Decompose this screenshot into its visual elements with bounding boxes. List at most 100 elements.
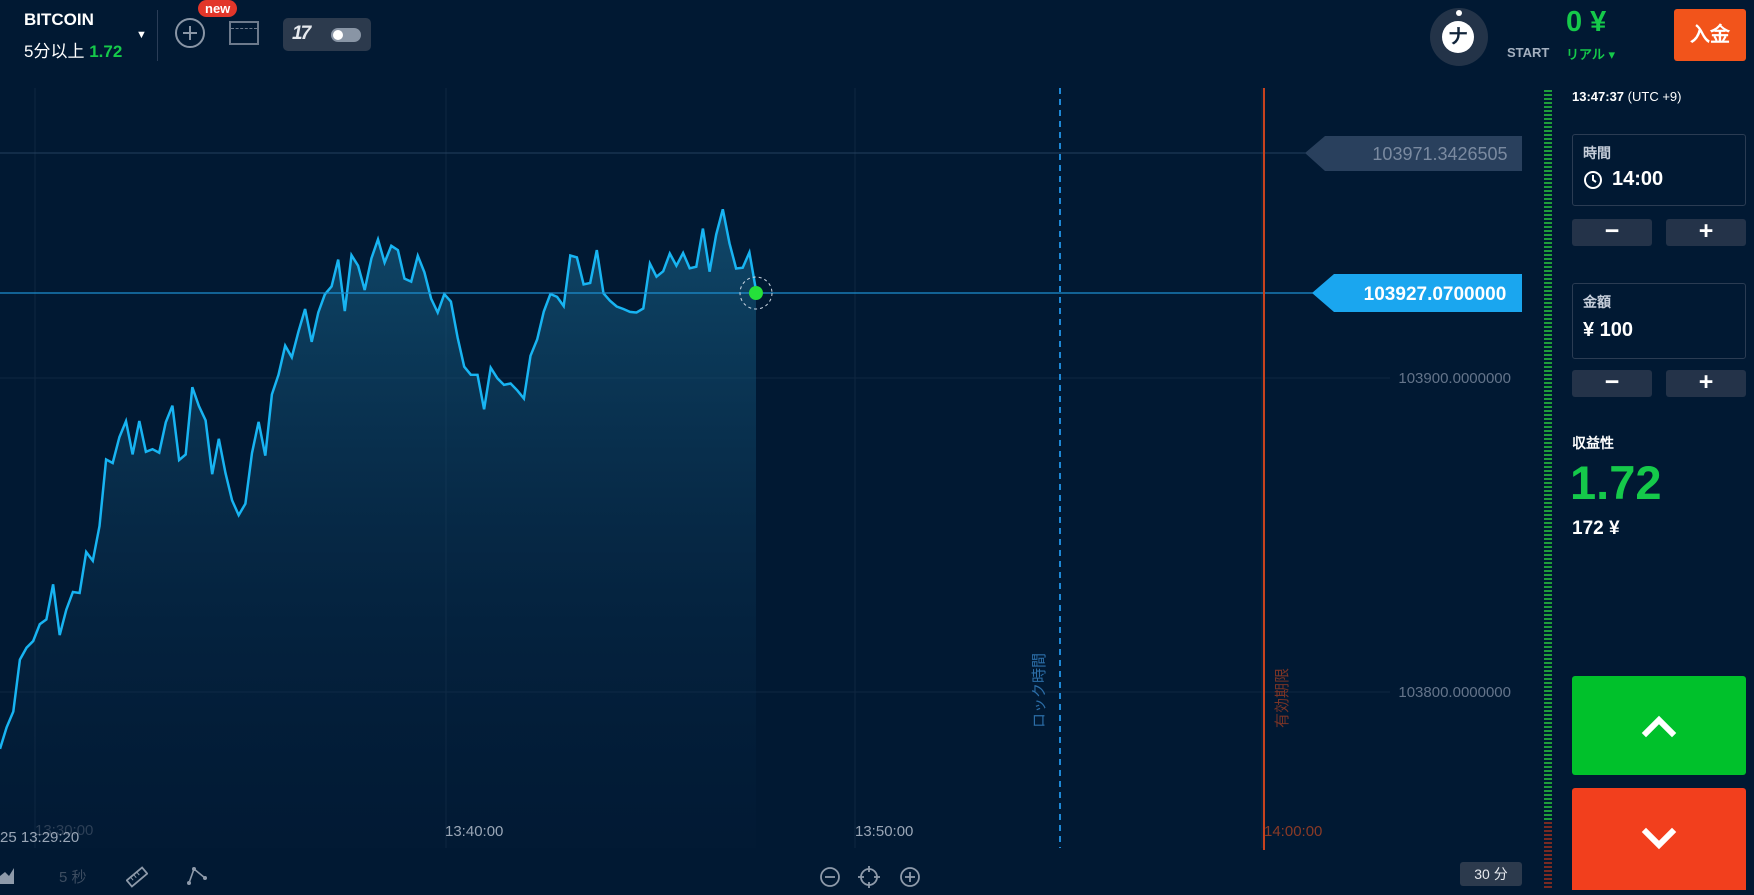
level-bar-tick <box>1544 382 1552 384</box>
level-bar-tick <box>1544 182 1552 184</box>
level-bar-tick <box>1544 726 1552 728</box>
level-bar-tick <box>1544 766 1552 768</box>
level-bar-tick <box>1544 662 1552 664</box>
level-bar-tick <box>1544 186 1552 188</box>
level-bar-tick <box>1544 474 1552 476</box>
deposit-button[interactable]: 入金 <box>1674 9 1746 61</box>
level-bar-tick <box>1544 550 1552 552</box>
recenter-icon[interactable] <box>858 866 880 893</box>
level-bar-tick <box>1544 842 1552 844</box>
amount-field[interactable]: 金額 ¥ 100 <box>1572 283 1746 359</box>
level-bar-tick <box>1544 570 1552 572</box>
level-bar-tick <box>1544 98 1552 100</box>
level-bar-tick <box>1544 290 1552 292</box>
level-bar-tick <box>1544 574 1552 576</box>
zoom-out-icon[interactable] <box>819 866 841 893</box>
level-bar-tick <box>1544 402 1552 404</box>
chevron-down-icon <box>1641 827 1677 850</box>
tradingview-toggle[interactable]: 17 <box>283 18 371 51</box>
level-bar-tick <box>1544 686 1552 688</box>
time-increase-button[interactable]: + <box>1666 219 1746 246</box>
level-bar-tick <box>1544 470 1552 472</box>
amount-increase-button[interactable]: + <box>1666 370 1746 397</box>
level-bar-tick <box>1544 790 1552 792</box>
time-label-3: 13:50:00 <box>855 823 913 840</box>
amount-label: 金額 <box>1583 294 1611 310</box>
level-bar-tick <box>1544 614 1552 616</box>
level-bar-tick <box>1544 134 1552 136</box>
asset-dropdown-icon[interactable]: ▼ <box>136 29 147 41</box>
level-bar-tick <box>1544 858 1552 860</box>
level-bar-tick <box>1544 258 1552 260</box>
level-bar-tick <box>1544 366 1552 368</box>
asset-condition[interactable]: 5分以上 1.72 <box>24 37 122 62</box>
level-bar-tick <box>1544 118 1552 120</box>
asset-name[interactable]: BITCOIN <box>24 10 94 29</box>
layout-icon[interactable] <box>229 21 259 45</box>
level-bar-tick <box>1544 322 1552 324</box>
level-bar-tick <box>1544 466 1552 468</box>
level-bar-tick <box>1544 802 1552 804</box>
add-asset-button[interactable] <box>175 18 205 48</box>
level-bar-tick <box>1544 534 1552 536</box>
level-bar-tick <box>1544 482 1552 484</box>
level-bar-tick <box>1544 282 1552 284</box>
toggle-switch[interactable] <box>331 28 361 42</box>
expiry-label: 有効期限 <box>1274 668 1291 728</box>
level-bar-tick <box>1544 214 1552 216</box>
level-bar-tick <box>1544 338 1552 340</box>
level-bar-tick <box>1544 510 1552 512</box>
level-bar-tick <box>1544 106 1552 108</box>
price-chart[interactable]: ロック時間 有効期限 103971.3426505 103927.0700000… <box>0 88 1522 858</box>
level-bar-tick <box>1544 302 1552 304</box>
level-bar-tick <box>1544 194 1552 196</box>
level-bar-tick <box>1544 718 1552 720</box>
expiry-time-value: 14:00 <box>1612 168 1664 190</box>
level-bar-tick <box>1544 222 1552 224</box>
level-bar-tick <box>1544 130 1552 132</box>
level-bar-tick <box>1544 398 1552 400</box>
signal-level-bar <box>1544 90 1552 888</box>
drawing-tools-icon[interactable] <box>186 864 208 891</box>
level-bar-tick <box>1544 750 1552 752</box>
amount-value[interactable]: ¥ 100 <box>1583 319 1634 341</box>
level-bar-tick <box>1544 410 1552 412</box>
current-price-tag <box>1312 274 1522 312</box>
level-bar-tick <box>1544 454 1552 456</box>
time-decrease-button[interactable]: − <box>1572 219 1652 246</box>
timeframe-button[interactable]: 30 分 <box>1460 862 1522 886</box>
balance-value: 0 ¥ <box>1566 6 1607 38</box>
chart-type-icon[interactable] <box>0 866 14 888</box>
level-bar-tick <box>1544 526 1552 528</box>
level-bar-tick <box>1544 578 1552 580</box>
user-avatar[interactable]: ナ <box>1430 8 1488 66</box>
call-up-button[interactable] <box>1572 676 1746 775</box>
level-bar-tick <box>1544 298 1552 300</box>
level-bar-tick <box>1544 618 1552 620</box>
new-badge: new <box>198 0 238 17</box>
level-bar-tick <box>1544 142 1552 144</box>
level-bar-tick <box>1544 754 1552 756</box>
level-bar-tick <box>1544 506 1552 508</box>
level-bar-tick <box>1544 406 1552 408</box>
level-bar-tick <box>1544 782 1552 784</box>
level-bar-tick <box>1544 586 1552 588</box>
interval-selector[interactable]: 5 秒 <box>59 869 87 886</box>
level-bar-tick <box>1544 642 1552 644</box>
expiry-time-field[interactable]: 時間 14:00 <box>1572 134 1746 206</box>
level-bar-tick <box>1544 270 1552 272</box>
level-bar-tick <box>1544 722 1552 724</box>
chevron-up-icon <box>1641 715 1677 738</box>
put-down-button[interactable] <box>1572 788 1746 890</box>
ruler-icon[interactable] <box>125 866 149 893</box>
level-bar-tick <box>1544 850 1552 852</box>
level-bar-tick <box>1544 634 1552 636</box>
level-bar-tick <box>1544 702 1552 704</box>
zoom-in-icon[interactable] <box>899 866 921 893</box>
level-bar-tick <box>1544 110 1552 112</box>
level-bar-tick <box>1544 266 1552 268</box>
account-mode-dropdown[interactable]: リアル ▾ <box>1566 47 1616 62</box>
level-bar-tick <box>1544 878 1552 880</box>
level-bar-tick <box>1544 430 1552 432</box>
amount-decrease-button[interactable]: − <box>1572 370 1652 397</box>
